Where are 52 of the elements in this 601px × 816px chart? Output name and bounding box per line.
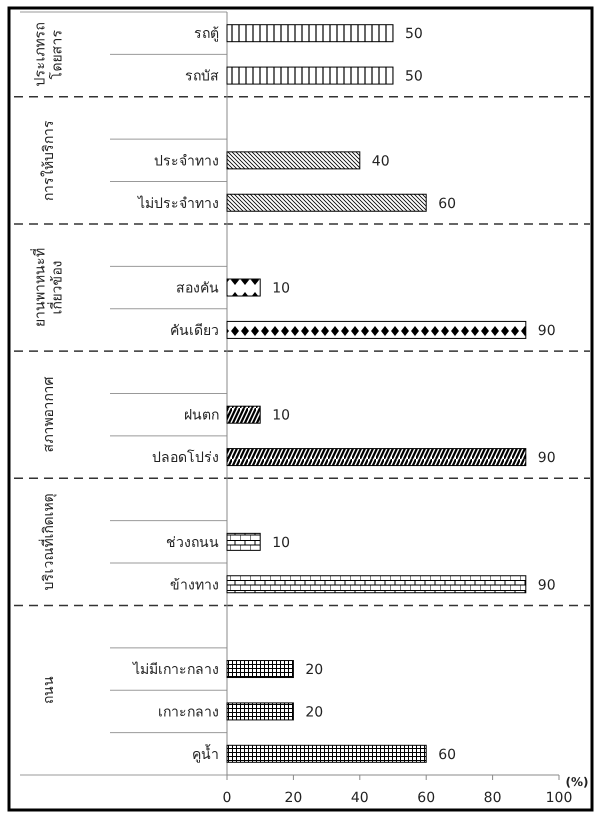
x-axis-title: (%) — [566, 775, 588, 789]
bar — [226, 24, 394, 42]
bar — [226, 66, 394, 85]
x-tick-label: 0 — [222, 790, 232, 806]
y-tick-label: รถบัส — [185, 68, 219, 85]
data-label: 50 — [405, 68, 423, 85]
data-label: 10 — [272, 280, 290, 297]
x-tick-label: 40 — [350, 790, 369, 806]
bar — [226, 575, 526, 594]
data-label: 90 — [538, 577, 556, 594]
bar — [226, 744, 427, 763]
bar — [226, 532, 261, 551]
data-label: 60 — [438, 746, 456, 763]
y-tick-label: คันเดียว — [170, 322, 219, 339]
y-tick-label: ปลอดโปร่ง — [152, 449, 219, 466]
text: สภาพอากาศ — [41, 376, 57, 453]
bar — [226, 702, 294, 720]
y-tick-label: คูน้ำ — [192, 744, 219, 763]
text: ถนน — [41, 676, 57, 704]
x-tick-label: 60 — [417, 790, 436, 806]
y-tick-label: ฝนตก — [184, 408, 219, 424]
data-label: 90 — [538, 322, 556, 339]
bar — [226, 194, 427, 212]
data-label: 20 — [305, 662, 324, 678]
data-label: 90 — [538, 450, 556, 466]
data-label: 20 — [305, 704, 324, 720]
y-tick-label: ข้างทาง — [170, 577, 219, 594]
bar — [226, 151, 360, 170]
y-tick-label: ประจำทาง — [154, 153, 219, 170]
x-tick-label: 100 — [546, 790, 572, 806]
bar — [226, 406, 261, 424]
text: ประเภทรถ โดยสาร — [32, 22, 66, 86]
bar — [226, 278, 261, 297]
y-tick-label: ช่วงถนน — [166, 534, 219, 551]
y-tick-label: ไม่มีเกาะกลาง — [132, 661, 219, 678]
x-tick-label: 20 — [284, 790, 302, 806]
y-tick-label: รถตู้ — [194, 26, 219, 42]
data-label: 50 — [405, 26, 423, 42]
x-tick-label: 80 — [484, 790, 502, 806]
y-tick-label: สองคัน — [176, 280, 219, 297]
bar — [226, 660, 294, 678]
data-label: 60 — [438, 196, 456, 212]
y-tick-label: ไม่ประจำทาง — [137, 194, 219, 212]
data-label: 10 — [272, 408, 290, 424]
text: การให้บริการ — [40, 120, 57, 201]
text: ยานพาหนะที่ เกี่ยวข้อง — [30, 248, 66, 328]
data-label: 40 — [372, 153, 390, 170]
bar — [226, 320, 526, 339]
text: บริเวณที่เกิดเหตุ — [39, 493, 57, 590]
data-label: 10 — [272, 534, 290, 551]
bar — [226, 448, 526, 466]
y-tick-label: เกาะกลาง — [158, 704, 219, 720]
